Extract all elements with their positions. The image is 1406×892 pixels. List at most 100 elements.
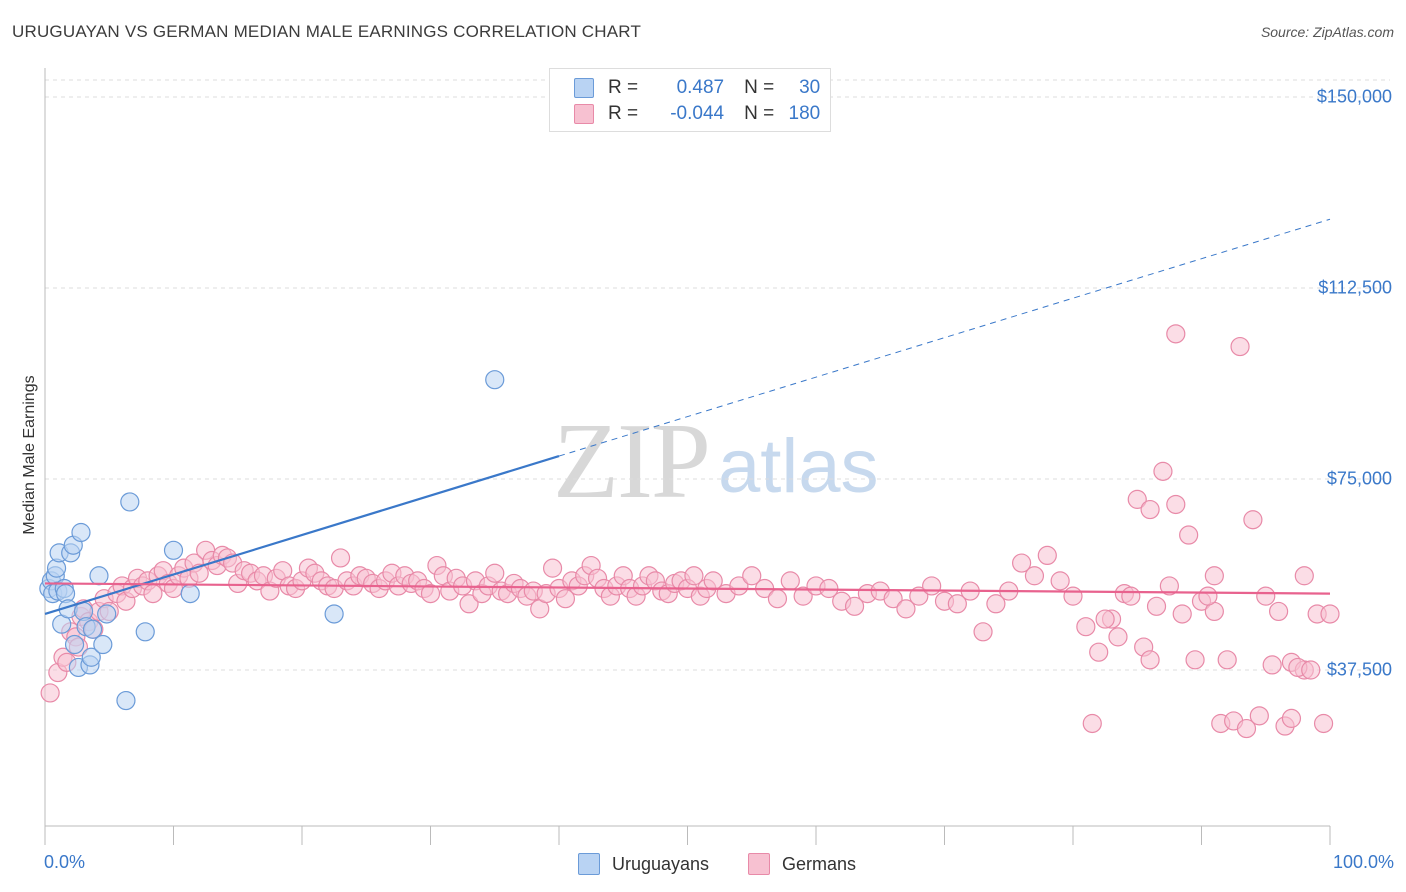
german-point xyxy=(1024,566,1045,586)
german-point xyxy=(1140,499,1160,520)
uruguayan-point xyxy=(82,619,103,639)
german-point xyxy=(1166,324,1186,344)
german-point xyxy=(1108,627,1128,647)
german-point xyxy=(793,586,813,606)
german-point xyxy=(1313,713,1334,734)
german-point xyxy=(1256,586,1276,606)
german-point xyxy=(1127,489,1147,509)
uruguayan-point xyxy=(81,647,101,667)
german-point xyxy=(703,571,723,591)
german-point xyxy=(330,548,351,568)
german-point xyxy=(1301,660,1321,680)
uruguayan-point xyxy=(116,690,136,711)
german-point xyxy=(1082,713,1102,734)
german-point xyxy=(1268,601,1289,622)
r-label: R = xyxy=(608,77,639,98)
german-point xyxy=(1037,545,1057,566)
r-value: -0.044 xyxy=(670,103,725,124)
n-value: 180 xyxy=(788,103,821,124)
german-point xyxy=(485,563,505,583)
y-tick-label: $75,000 xyxy=(1326,468,1392,489)
uruguayan-point xyxy=(64,634,85,655)
german-point xyxy=(1172,604,1192,624)
uruguayan-point xyxy=(180,583,200,604)
series-legend-uruguayans: Uruguayans xyxy=(578,853,709,875)
chart-title: URUGUAYAN VS GERMAN MEDIAN MALE EARNINGS… xyxy=(12,22,642,41)
x-tick-label-min: 0.0% xyxy=(44,852,86,872)
uruguayan-trend-line xyxy=(44,455,560,616)
uruguayan-point xyxy=(89,566,109,586)
german-trend-line xyxy=(44,582,1331,595)
x-tick-label-max: 100.0% xyxy=(1332,852,1394,872)
german-point xyxy=(973,622,993,642)
n-value: 30 xyxy=(799,77,821,98)
german-point xyxy=(1063,586,1083,606)
german-point xyxy=(1095,609,1115,629)
german-point xyxy=(729,576,749,596)
german-point xyxy=(1146,596,1167,616)
series-name: Germans xyxy=(782,853,857,874)
legend-row-uruguayans: R = 0.487 N = 30 xyxy=(574,77,820,99)
german-point xyxy=(1185,650,1205,670)
legend-row-germans: R = -0.044 N = 180 xyxy=(574,103,820,125)
r-label: R = xyxy=(608,103,639,124)
german-point xyxy=(542,558,563,578)
german-point xyxy=(1159,576,1179,596)
y-tick-label: $150,000 xyxy=(1316,86,1392,107)
r-value: 0.487 xyxy=(676,77,725,98)
german-point xyxy=(459,594,479,614)
german-point xyxy=(1166,494,1186,515)
german-point xyxy=(1076,617,1096,637)
german-point xyxy=(1230,336,1250,357)
uruguayan-point xyxy=(135,622,155,642)
german-point xyxy=(1217,650,1237,670)
german-point xyxy=(947,594,967,614)
uruguayan-point xyxy=(324,604,344,624)
uruguayan-point xyxy=(120,492,140,512)
german-point xyxy=(1089,642,1109,662)
german-point xyxy=(1140,650,1160,670)
german-point xyxy=(767,589,788,609)
german-point xyxy=(780,571,800,591)
legend-swatch-blue xyxy=(574,78,594,98)
german-point xyxy=(896,599,916,619)
uruguayan-point xyxy=(485,370,505,390)
uruguayan-point xyxy=(97,604,117,624)
german-point xyxy=(1179,525,1199,545)
source-label: Source: ZipAtlas.com xyxy=(1260,24,1394,40)
german-point xyxy=(40,683,60,703)
n-label: N = xyxy=(744,77,775,98)
german-point xyxy=(420,583,441,604)
german-point xyxy=(555,589,576,609)
german-point xyxy=(1243,510,1263,530)
german-point xyxy=(922,576,942,596)
german-point xyxy=(909,586,929,606)
german-point xyxy=(1320,604,1340,624)
german-point xyxy=(844,596,865,616)
watermark-zip: ZIP xyxy=(553,402,711,521)
legend-swatch-pink xyxy=(574,104,594,124)
german-point xyxy=(1236,718,1257,739)
german-point xyxy=(1294,566,1314,586)
uruguayan-point xyxy=(163,540,184,560)
german-point xyxy=(742,566,762,586)
uruguayan-point xyxy=(71,522,91,543)
german-point xyxy=(1281,708,1302,728)
german-point xyxy=(1262,655,1282,675)
german-point xyxy=(1121,586,1141,606)
german-point xyxy=(1204,566,1224,586)
y-tick-label: $37,500 xyxy=(1326,659,1392,680)
series-name: Uruguayans xyxy=(612,853,710,874)
legend-swatch-pink xyxy=(748,853,770,875)
correlation-legend: R = 0.487 N = 30 R = -0.044 N = 180 xyxy=(549,68,831,132)
german-point xyxy=(1249,706,1269,726)
legend-swatch-blue xyxy=(578,853,600,875)
y-axis-label: Median Male Earnings xyxy=(21,375,38,535)
n-label: N = xyxy=(744,103,775,124)
y-tick-label: $112,500 xyxy=(1318,277,1392,298)
german-point xyxy=(684,566,704,586)
german-point xyxy=(1198,586,1218,606)
german-point xyxy=(143,583,163,604)
german-point xyxy=(1050,571,1070,591)
